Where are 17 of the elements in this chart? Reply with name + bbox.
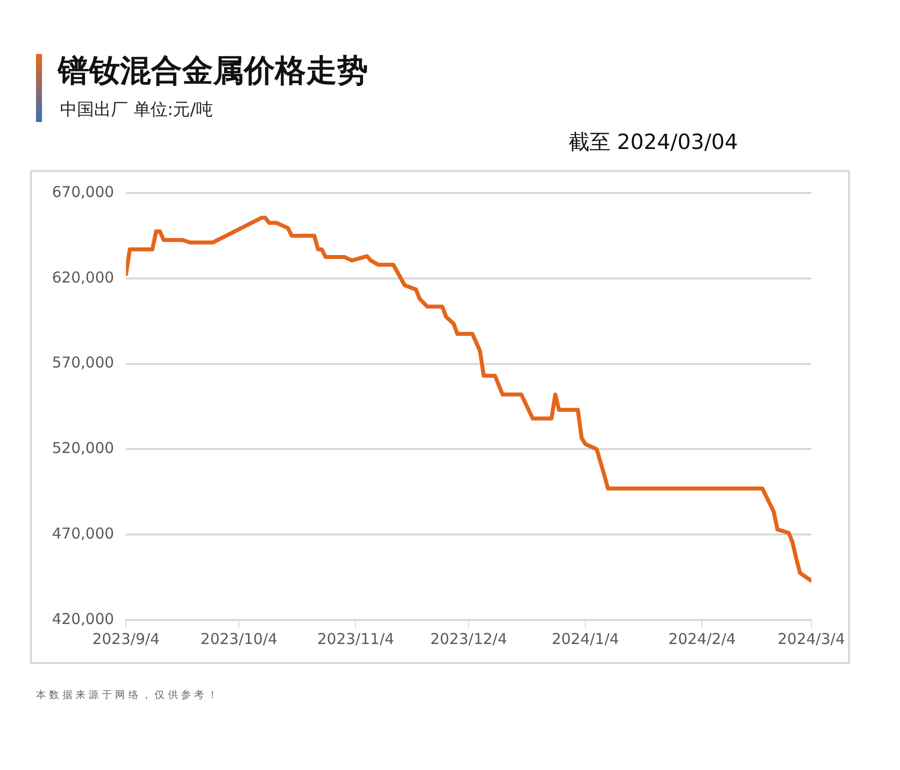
chart-title: 镨钕混合金属价格走势 [58,52,368,91]
y-tick-label: 570,000 [52,354,114,372]
y-tick-label: 470,000 [52,524,114,542]
y-tick-label: 670,000 [52,182,114,201]
x-tick-label: 2023/10/4 [200,630,278,648]
chart-subtitle: 中国出厂 单位:元/吨 [60,99,213,121]
y-tick-label: 620,000 [52,268,114,286]
x-tick-label: 2024/2/4 [668,630,736,648]
x-tick-label: 2023/11/4 [317,630,394,648]
x-tick-label: 2023/9/4 [92,630,160,648]
text: 本 数 据 来 源 于 网 络 ， 仅 供 参 考 ！ [36,688,218,702]
x-tick-label: 2023/12/4 [430,630,508,648]
text: 截至 2024/03/04 [568,129,738,156]
y-tick-label: 420,000 [52,610,114,628]
y-tick-label: 520,000 [52,439,114,458]
x-tick-label: 2024/3/4 [778,630,846,648]
x-tick-label: 2024/1/4 [552,630,620,648]
